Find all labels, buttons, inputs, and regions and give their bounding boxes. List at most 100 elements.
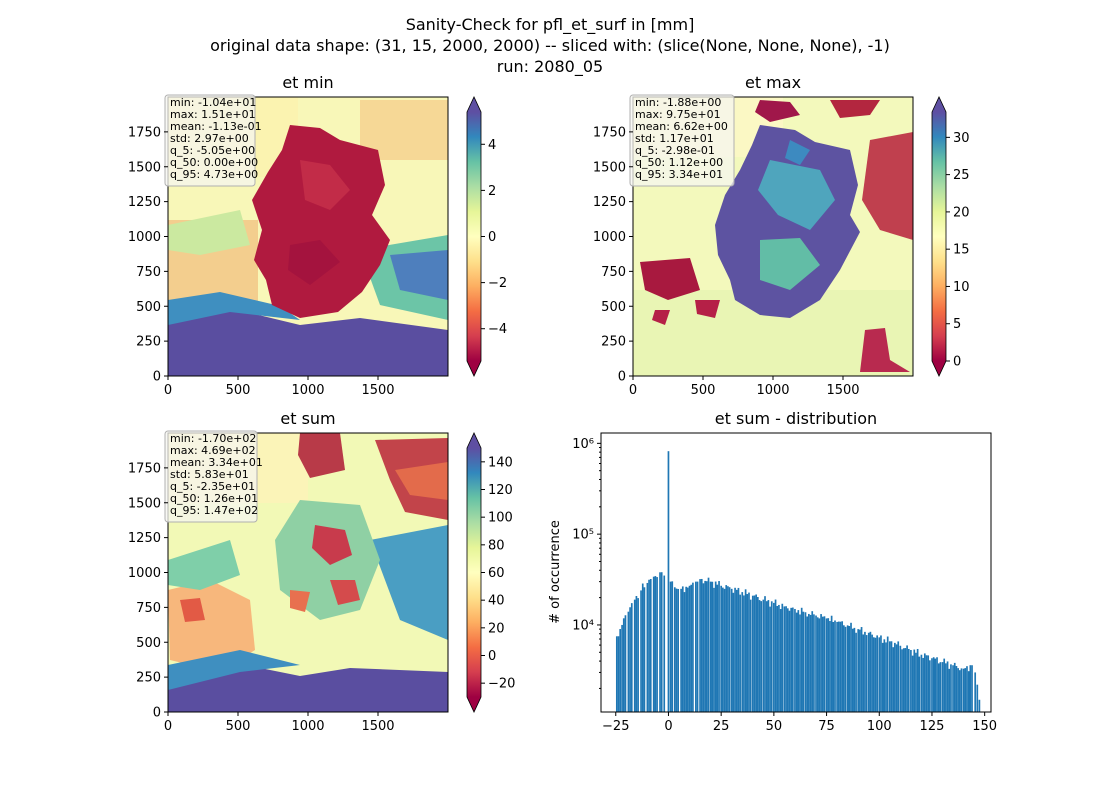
- histogram-bar: [624, 615, 627, 712]
- histogram-bar: [791, 607, 794, 712]
- histogram-bar: [860, 627, 863, 712]
- histogram-bar: [857, 629, 860, 712]
- histogram-bar: [788, 610, 791, 712]
- histogram-bar: [836, 621, 838, 712]
- colorbar-tick-label: 60: [488, 566, 505, 581]
- histogram-bar: [660, 572, 663, 712]
- histogram-bar: [748, 592, 750, 712]
- panel-title: et sum - distribution: [715, 409, 877, 428]
- x-axis: −25 0 25 50 75 100 125 150: [602, 712, 997, 734]
- histogram-bar: [837, 621, 840, 712]
- colorbar-tick-label: 100: [488, 511, 513, 526]
- histogram-bar: [709, 581, 712, 712]
- x-tick-label: 500: [691, 383, 716, 398]
- histogram-bar: [911, 655, 914, 712]
- histogram-bar: [967, 671, 970, 712]
- histogram-bar: [619, 629, 622, 712]
- histogram-bar: [809, 614, 812, 712]
- colorbar-gradient: [467, 112, 481, 361]
- y-tick-label: 250: [136, 335, 161, 350]
- histogram-bar: [950, 664, 952, 712]
- stats-box: min: -1.88e+00 max: 9.75e+01 mean: 6.62e…: [629, 94, 735, 187]
- colorbar-gradient: [467, 448, 481, 697]
- histogram-bar: [925, 655, 928, 712]
- x-tick-label: 25: [713, 719, 730, 734]
- histogram-bar: [749, 599, 752, 712]
- histogram-bar: [808, 613, 810, 712]
- histogram-bar: [735, 589, 738, 712]
- colorbar-tick-label: 30: [953, 131, 970, 146]
- histogram-bar: [892, 647, 895, 712]
- histogram-bar: [669, 581, 672, 712]
- histogram-bar: [878, 637, 881, 712]
- histogram-bar: [702, 583, 705, 712]
- histogram-bar: [966, 666, 968, 712]
- histogram-bar: [711, 581, 714, 712]
- x-tick-label: 0: [629, 383, 637, 398]
- histogram-bar: [883, 639, 886, 712]
- histogram-bar: [776, 605, 779, 712]
- y-tick-label: 750: [136, 601, 161, 616]
- histogram-bar: [716, 584, 719, 712]
- histogram-bar: [727, 586, 729, 712]
- histogram-bar: [932, 657, 935, 712]
- histogram-bar: [704, 580, 706, 712]
- colorbar-tick-label: 10: [953, 280, 970, 295]
- y-tick-label: 250: [136, 671, 161, 686]
- histogram-bar: [850, 622, 852, 712]
- stat-line: max: 1.51e+01: [170, 108, 256, 121]
- histogram-bar: [962, 668, 965, 712]
- histogram-bar: [751, 595, 754, 712]
- y-tick-label: 1750: [593, 125, 626, 140]
- histogram-bar: [652, 576, 655, 712]
- y-tick-label: 750: [601, 265, 626, 280]
- histogram-bar: [802, 611, 805, 712]
- stats-box: min: -1.04e+01 max: 1.51e+01 mean: -1.13…: [164, 94, 262, 187]
- histogram-bar: [832, 622, 835, 712]
- x-tick-label: 1000: [291, 383, 324, 398]
- y-tick-label: 750: [136, 265, 161, 280]
- histogram-bar: [943, 658, 946, 712]
- histogram-bar: [744, 589, 747, 712]
- histogram-bar: [730, 588, 733, 712]
- y-tick-label: 1750: [128, 461, 161, 476]
- histogram-bar: [920, 654, 923, 712]
- y-tick-label: 10⁵: [572, 528, 594, 543]
- colorbar-tick-label: 0: [488, 649, 496, 664]
- histogram-bar: [895, 644, 898, 712]
- histogram-bar: [913, 649, 916, 712]
- histogram-bar: [635, 596, 638, 712]
- histogram-bar: [753, 595, 756, 712]
- histogram-bar: [633, 599, 636, 712]
- histogram-bar: [680, 588, 682, 712]
- y-axis: 0 250 500 750 1000 1250 1500 1750: [128, 125, 168, 385]
- histogram-bar: [720, 585, 723, 712]
- y-axis: 10⁴ 10⁵ 10⁶: [572, 437, 601, 689]
- stat-line: q_5: -5.05e+00: [170, 144, 255, 157]
- histogram-bar: [841, 621, 844, 712]
- histogram-bar: [941, 662, 944, 712]
- y-tick-label: 10⁴: [572, 618, 594, 633]
- histogram-bar: [758, 600, 761, 712]
- stats-box: min: -1.70e+02 max: 4.69e+02 mean: 3.34e…: [164, 430, 263, 523]
- histogram-bar: [654, 576, 657, 712]
- histogram-bar: [659, 572, 661, 712]
- histogram-bar: [874, 637, 877, 712]
- histogram-bar: [707, 577, 710, 712]
- histogram-bar: [804, 612, 807, 712]
- histogram-bar: [916, 648, 919, 712]
- histogram-bar: [839, 621, 842, 712]
- y-tick-label: 0: [618, 370, 626, 385]
- colorbar-tick-label: 20: [488, 621, 505, 636]
- histogram-bar: [864, 631, 866, 712]
- histogram-bar: [825, 618, 828, 712]
- histogram-bar: [862, 634, 865, 712]
- x-tick-label: 1500: [361, 719, 394, 734]
- colorbar-tick-label: −20: [488, 677, 515, 692]
- histogram-bar: [725, 585, 728, 712]
- colorbar-outline: [466, 96, 482, 377]
- histogram-bar: [848, 626, 851, 712]
- x-tick-label: 500: [226, 719, 251, 734]
- histogram-bar: [886, 636, 889, 712]
- figure-run-label: run: 2080_05: [497, 57, 603, 77]
